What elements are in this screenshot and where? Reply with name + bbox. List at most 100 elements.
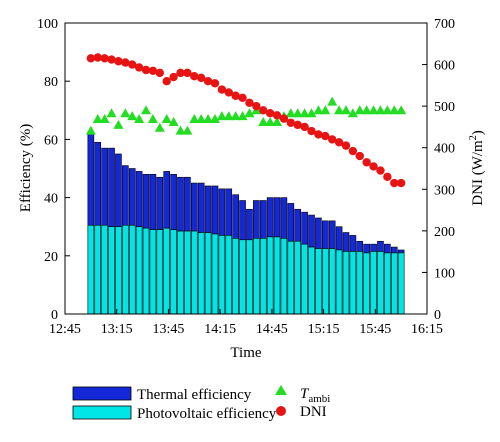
tambi-point — [361, 105, 372, 115]
dni-point — [259, 106, 268, 115]
thermal-efficiency-bar — [397, 249, 405, 254]
photovoltaic-efficiency-bar — [253, 238, 260, 315]
y-right-axis-label-main: DNI (W/m — [470, 140, 486, 206]
tambi-point — [244, 108, 255, 118]
thermal-efficiency-bar — [239, 200, 246, 241]
tambi-point — [272, 116, 283, 126]
thermal-efficiency-bar — [135, 171, 143, 228]
thermal-efficiency-bar — [377, 240, 384, 252]
legend-label-tambi: Tambi — [300, 386, 330, 405]
photovoltaic-efficiency-bar — [301, 243, 308, 315]
dni-point — [293, 120, 302, 130]
thermal-efficiency-bar — [363, 243, 370, 254]
legend-label-photovoltaic: Photovoltaic efficiency — [137, 406, 277, 422]
thermal-efficiency-bar — [101, 147, 108, 226]
dni-point — [141, 65, 151, 75]
dni-point — [148, 66, 158, 76]
thermal-efficiency-bar — [87, 133, 95, 226]
tambi-point — [368, 105, 379, 115]
thermal-efficiency-bar — [287, 203, 295, 242]
thermal-efficiency-bar — [115, 153, 122, 227]
thermal-efficiency-bar — [280, 197, 288, 239]
y-right-axis-label-close: ) — [470, 130, 486, 135]
y-right-tick-label: 600 — [434, 59, 455, 74]
dni-point — [245, 98, 254, 108]
tambi-point — [203, 114, 214, 124]
legend-symbol-dni — [276, 406, 286, 416]
photovoltaic-efficiency-bar — [190, 230, 198, 315]
y-left-axis-label: Efficiency (%) — [18, 124, 34, 212]
photovoltaic-efficiency-bar — [163, 227, 171, 315]
photovoltaic-efficiency-bar — [308, 246, 315, 315]
dni-point — [383, 172, 392, 182]
tambi-point — [285, 108, 296, 118]
photovoltaic-efficiency-bar — [142, 227, 150, 315]
tambi-point — [113, 119, 124, 129]
tambi-point — [209, 114, 220, 124]
tambi-point — [237, 111, 248, 121]
thermal-efficiency-bar — [384, 243, 391, 254]
y-right-tick-label: 0 — [434, 308, 441, 323]
dni-point — [265, 109, 275, 118]
y-right-axis-label-sup: 2 — [468, 135, 479, 140]
dni-point — [162, 77, 171, 86]
tambi-point — [85, 125, 96, 135]
dni-point — [107, 55, 116, 64]
photovoltaic-efficiency-bar — [356, 251, 364, 315]
tambi-point — [154, 122, 165, 132]
legend-label-dni: DNI — [300, 404, 327, 420]
y-left-axis-ticks: 0 20 40 60 80 100 — [37, 17, 70, 323]
photovoltaic-efficiency-bar — [246, 239, 253, 315]
photovoltaic-efficiency-bar — [170, 229, 177, 315]
y-left-tick-label: 20 — [44, 250, 58, 265]
photovoltaic-efficiency-bar — [197, 232, 205, 315]
photovoltaic-efficiency-bar — [377, 251, 384, 315]
tambi-point — [134, 114, 145, 124]
tambi-point — [189, 114, 200, 124]
thermal-efficiency-bar — [321, 220, 329, 249]
thermal-efficiency-bar — [204, 185, 212, 233]
thermal-efficiency-bar — [328, 220, 336, 249]
dni-point — [155, 68, 165, 78]
photovoltaic-efficiency-bar — [315, 248, 322, 315]
thermal-efficiency-bar — [94, 142, 102, 226]
tambi-point — [334, 105, 345, 115]
thermal-efficiency-bar — [370, 243, 377, 252]
dni-point — [190, 72, 199, 81]
photovoltaic-efficiency-bar — [204, 232, 212, 315]
thermal-efficiency-bar — [315, 217, 322, 249]
tambi-point — [92, 114, 103, 124]
dni-point — [334, 138, 344, 147]
tambi-point — [292, 108, 303, 118]
legend-symbol-tambi — [275, 385, 287, 395]
x-tick-label: 15:15 — [308, 322, 340, 337]
legend-label-thermal: Thermal efficiency — [137, 387, 252, 403]
dni-point — [314, 130, 323, 139]
tambi-point — [161, 114, 172, 124]
tambi-point — [127, 111, 138, 121]
dni-point — [176, 68, 185, 78]
x-tick-label: 12:45 — [49, 322, 81, 337]
photovoltaic-efficiency-bar — [294, 240, 302, 315]
marker-layer — [85, 53, 407, 188]
dni-point — [307, 126, 316, 136]
dni-point — [238, 93, 247, 103]
y-left-tick-label: 0 — [51, 308, 58, 323]
dni-point — [341, 141, 351, 150]
thermal-efficiency-bar — [246, 208, 253, 241]
thermal-efficiency-bar — [156, 176, 164, 230]
thermal-efficiency-bar — [273, 197, 281, 238]
dni-point — [183, 68, 192, 78]
photovoltaic-efficiency-bar — [335, 249, 343, 315]
thermal-efficiency-bar — [390, 246, 398, 254]
dni-point — [272, 111, 282, 120]
legend-swatch-photovoltaic — [72, 405, 132, 420]
y-right-axis-label: DNI (W/m2) — [468, 130, 486, 205]
photovoltaic-efficiency-bar — [321, 248, 329, 315]
x-tick-label: 16:15 — [411, 322, 443, 337]
dni-point — [327, 135, 337, 144]
y-left-tick-label: 80 — [44, 75, 58, 90]
thermal-efficiency-bar — [253, 200, 260, 239]
thermal-efficiency-bar — [349, 235, 357, 252]
